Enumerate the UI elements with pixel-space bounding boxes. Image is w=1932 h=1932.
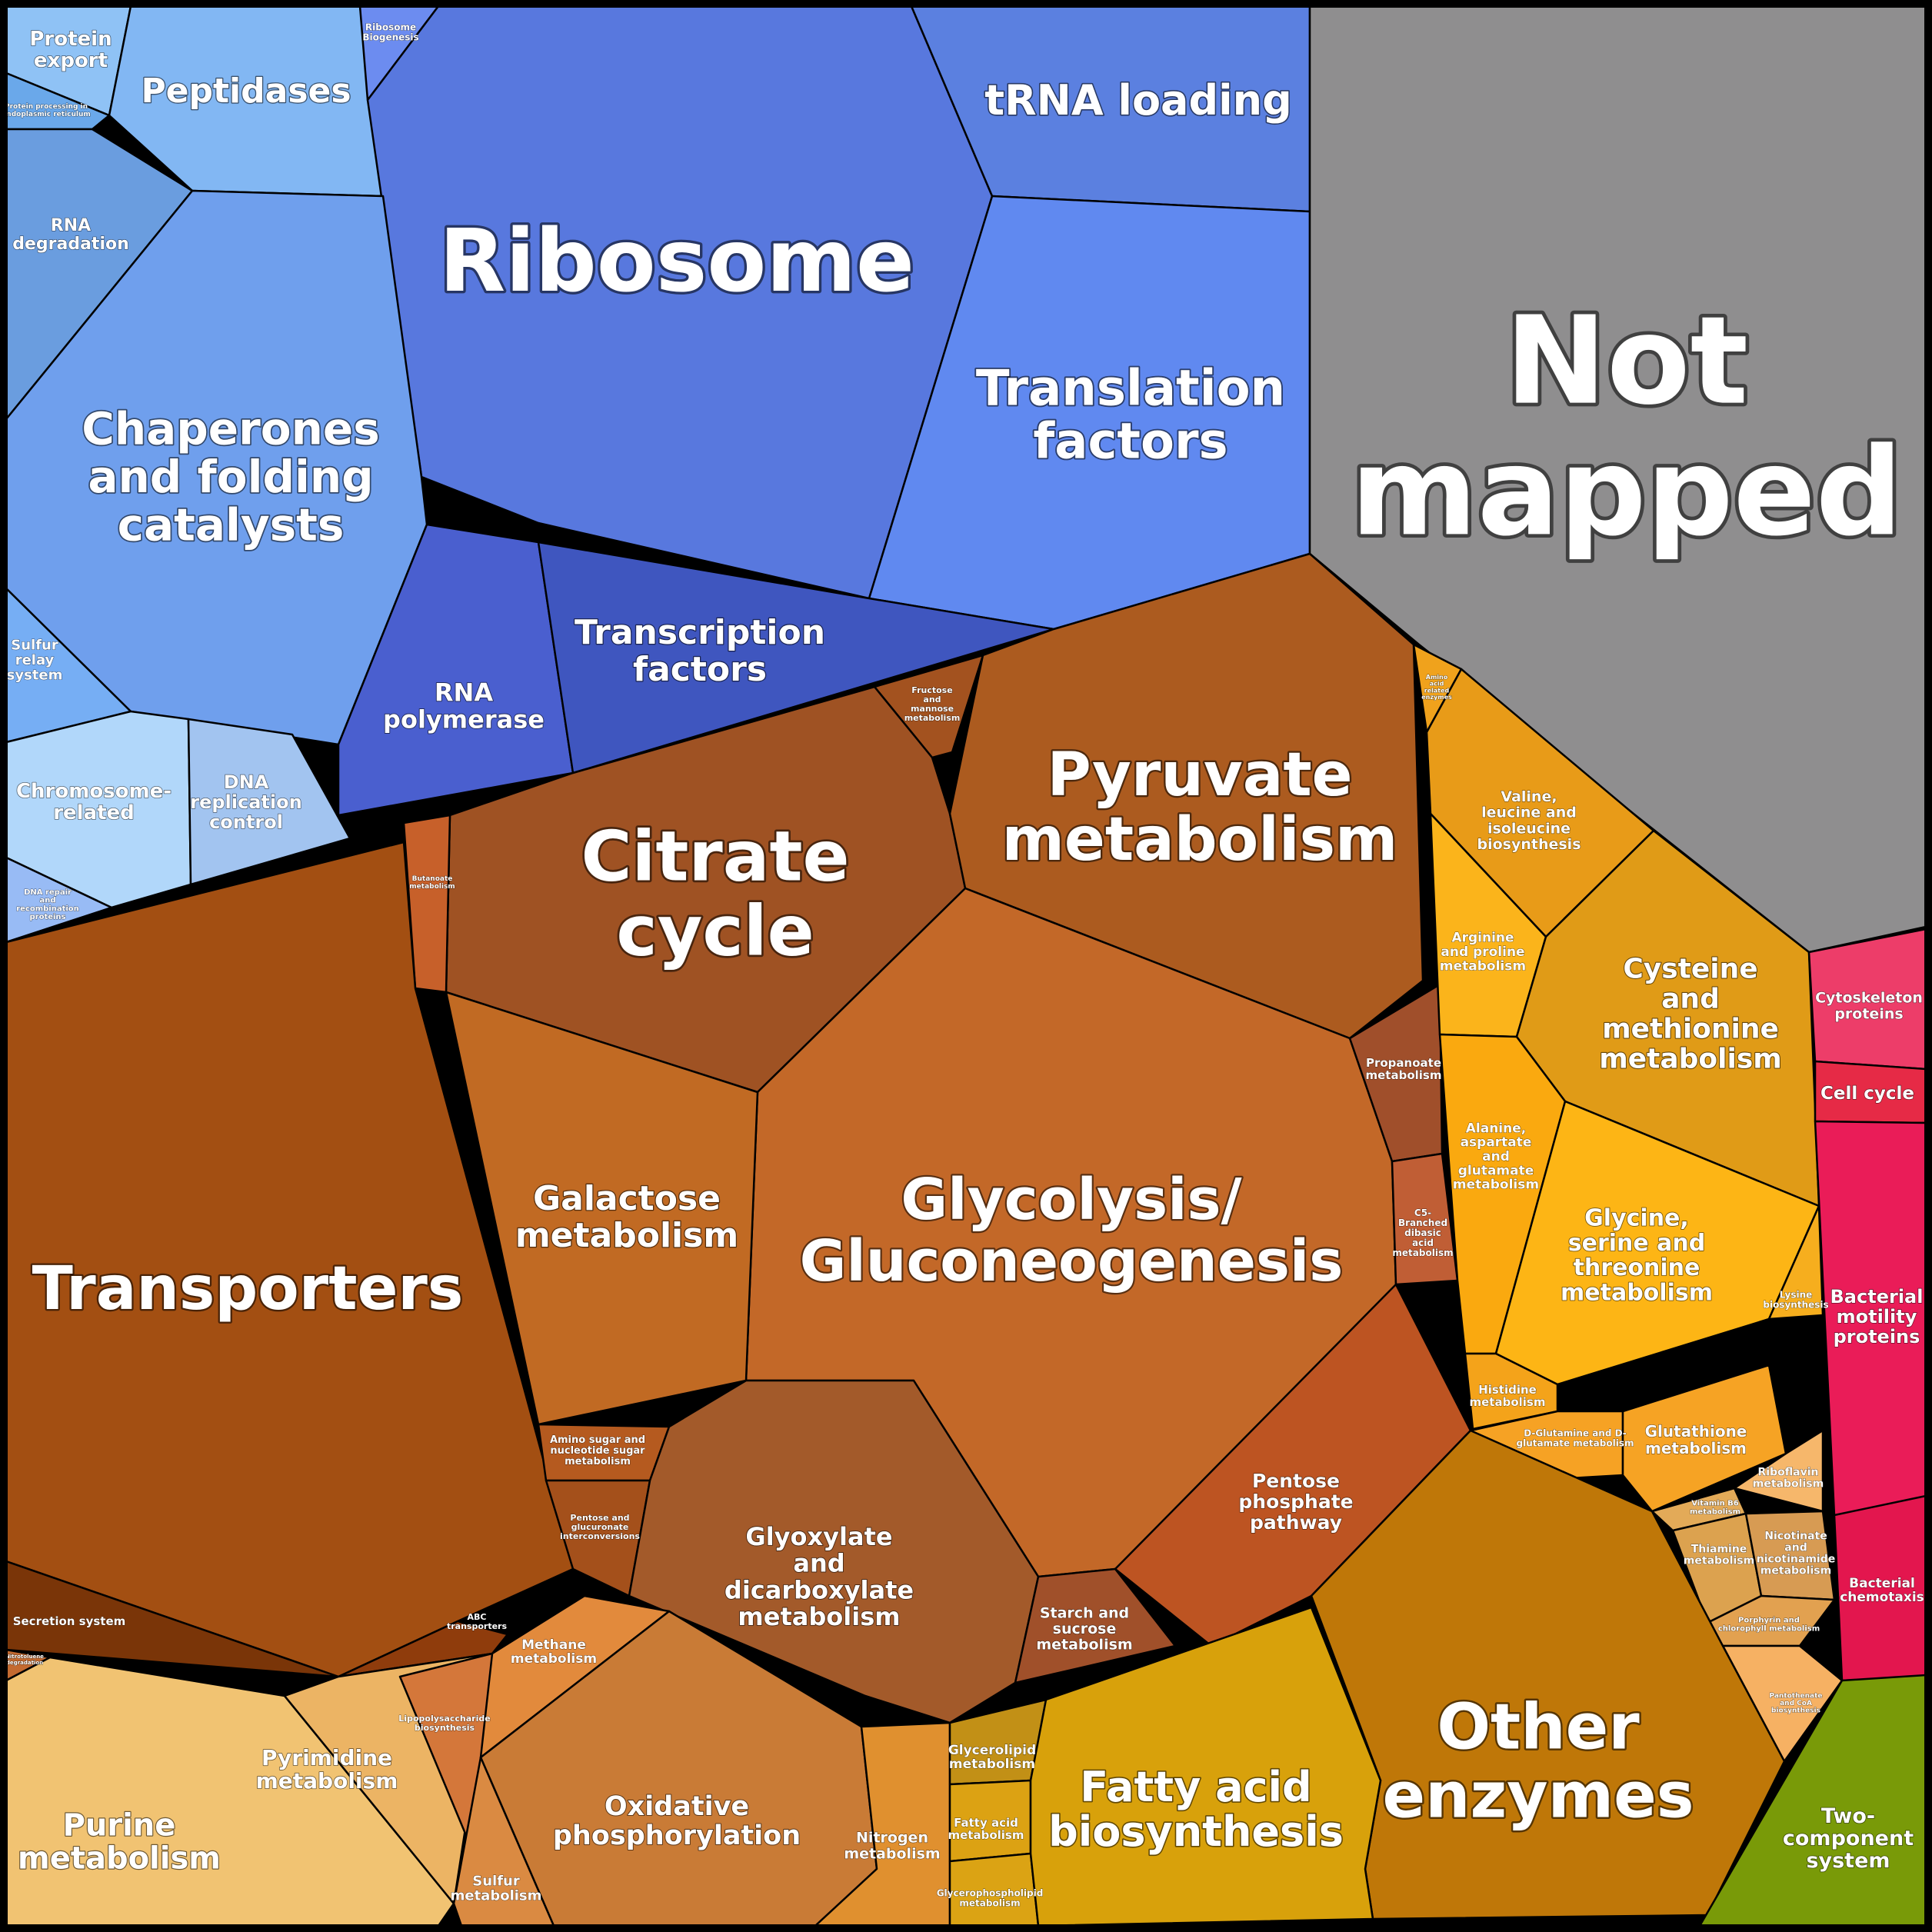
label-pyrimidine-metabolism: Pyrimidine metabolism — [256, 1744, 398, 1793]
label-lipopolysaccharide-biosynthesis: Lipopolysaccharide biosynthesis — [398, 1714, 490, 1733]
label-nicotinate-and-nicotinamide-metabolism: Nicotinate and nicotinamide metabolism — [1757, 1530, 1836, 1577]
label-abc-transporters: ABC transporters — [447, 1612, 507, 1631]
label-glycerolipid-metabolism: Glycerolipid metabolism — [948, 1743, 1036, 1772]
label-rna-polymerase: RNA polymerase — [383, 678, 545, 734]
cell-fatty-acid-biosynthesis — [1029, 1606, 1382, 1927]
label-lysine-biosynthesis: Lysine biosynthesis — [1763, 1290, 1828, 1311]
label-purine-metabolism: Purine metabolism — [18, 1807, 221, 1876]
label-bacterial-chemotaxis: Bacterial chemotaxis — [1840, 1576, 1924, 1605]
label-histidine-metabolism: Histidine metabolism — [1470, 1383, 1546, 1409]
label-other-enzymes: Other enzymes — [1382, 1690, 1694, 1832]
label-cysteine-and-methionine-metabolism: Cysteine and methionine metabolism — [1599, 953, 1782, 1074]
label-rna-degradation: RNA degradation — [12, 216, 129, 254]
label-transcription-factors: Transcription factors — [575, 613, 825, 689]
label-nitrotoluene-degradation: Nitrotoluene degradation — [5, 1654, 44, 1666]
label-cytoskeleton-proteins: Cytoskeleton proteins — [1815, 990, 1923, 1023]
label-pantothenate-and-coa-biosynthesis: Pantothenate and CoA biosynthesis — [1769, 1692, 1822, 1714]
label-riboflavin-metabolism: Riboflavin metabolism — [1753, 1466, 1824, 1490]
label-porphyrin-and-chlorophyll-metabolism: Porphyrin and chlorophyll metabolism — [1718, 1616, 1820, 1633]
label-pentose-and-glucuronate-interconversions: Pentose and glucuronate interconversions — [560, 1513, 640, 1541]
cell-pyruvate-metabolism — [948, 552, 1424, 1040]
label-glutathione-metabolism: Glutathione metabolism — [1645, 1422, 1747, 1457]
label-citrate-cycle: Citrate cycle — [581, 816, 849, 971]
label-pyruvate-metabolism: Pyruvate metabolism — [1002, 741, 1398, 874]
label-two-component-system: Two-component system — [1783, 1804, 1914, 1872]
label-arginine-and-proline-metabolism: Arginine and proline metabolism — [1440, 931, 1526, 974]
label-oxidative-phosphorylation: Oxidative phosphorylation — [553, 1791, 801, 1851]
label-glyoxylate-and-dicarboxylate-metabolism: Glyoxylate and dicarboxylate metabolism — [724, 1522, 914, 1631]
label-propanoate-metabolism: Propanoate metabolism — [1366, 1056, 1442, 1082]
label-d-glutamine-and-d-glutamate-metabolism: D-Glutamine and D-glutamate metabolism — [1517, 1428, 1634, 1449]
label-amino-acid-related-enzymes: Amino acid related enzymes — [1421, 674, 1452, 701]
cell-glycine-serine-and-threonine-metabolism — [1494, 1100, 1820, 1386]
cell-lysine-biosynthesis — [1767, 1204, 1824, 1321]
label-not-mapped: Not mapped — [1351, 291, 1903, 564]
label-transporters: Transporters — [32, 1254, 464, 1324]
label-protein-export: Protein export — [29, 28, 112, 72]
label-glycolysis-gluconeogenesis: Glycolysis/Gluconeogenesis — [800, 1167, 1344, 1294]
label-trna-loading: tRNA loading — [984, 76, 1292, 125]
cell-dna-replication-control — [187, 718, 351, 886]
label-cell-cycle: Cell cycle — [1820, 1084, 1914, 1104]
label-nitrogen-metabolism: Nitrogen metabolism — [844, 1830, 940, 1863]
label-ribosome-biogenesis: Ribosome Biogenesis — [362, 22, 418, 43]
label-glycerophospholipid-metabolism: Glycerophospholipid metabolism — [937, 1888, 1044, 1909]
label-starch-and-sucrose-metabolism: Starch and sucrose metabolism — [1036, 1604, 1132, 1653]
label-valine-leucine-and-isoleucine-biosynthesis: Valine, leucine and isoleucine biosynthesis — [1477, 788, 1581, 853]
label-butanoate-metabolism: Butanoate metabolism — [409, 875, 455, 891]
label-ribosome: Ribosome — [439, 212, 914, 311]
label-bacterial-motility-proteins: Bacterial motility proteins — [1830, 1286, 1924, 1347]
label-pentose-phosphate-pathway: Pentose phosphate pathway — [1238, 1470, 1353, 1534]
label-secretion-system: Secretion system — [13, 1614, 126, 1628]
label-sulfur-metabolism: Sulfur metabolism — [451, 1873, 542, 1904]
label-galactose-metabolism: Galactose metabolism — [515, 1179, 738, 1255]
label-c5-branched-dibasic-acid-metabolism: C5-Branched dibasic acid metabolism — [1392, 1208, 1453, 1258]
cell-starch-and-sucrose-metabolism — [1014, 1567, 1177, 1684]
label-chaperones-and-folding-catalysts: Chaperones and folding catalysts — [82, 402, 379, 551]
label-vitamin-b6-metabolism: Vitamin B6 metabolism — [1690, 1499, 1740, 1516]
cell-rna-polymerase — [337, 523, 575, 817]
label-peptidases: Peptidases — [141, 72, 351, 111]
cell-histidine-metabolism — [1464, 1352, 1559, 1431]
cell-glyoxylate-and-dicarboxylate-metabolism — [628, 1379, 1040, 1724]
label-dna-replication-control: DNA replication control — [190, 771, 301, 833]
label-dna-repair-and-recombination-proteins: DNA repair and recombination proteins — [16, 888, 79, 921]
label-chromosome-related: Chromosome-related — [16, 780, 172, 824]
label-fructose-and-mannose-metabolism: Fructose and mannose metabolism — [904, 685, 961, 723]
label-alanine-aspartate-and-glutamate-metabolism: Alanine, aspartate and glutamate metabolism — [1453, 1121, 1539, 1192]
label-thiamine-metabolism: Thiamine metabolism — [1684, 1543, 1754, 1567]
cell-glutathione-metabolism — [1621, 1364, 1787, 1513]
label-fatty-acid-metabolism: Fatty acid metabolism — [948, 1816, 1024, 1842]
label-sulfur-relay-system: Sulfur relay system — [7, 637, 63, 683]
label-translation-factors: Translation factors — [976, 360, 1285, 470]
label-glycine-serine-and-threonine-metabolism: Glycine, serine and threonine metabolism — [1561, 1204, 1713, 1306]
label-fatty-acid-biosynthesis: Fatty acid biosynthesis — [1048, 1762, 1344, 1855]
label-amino-sugar-and-nucleotide-sugar-metabolism: Amino sugar and nucleotide sugar metabolis… — [550, 1434, 645, 1467]
label-protein-processing-in-endoplasmic-reticulum: Protein processing in endoplasmic reticul… — [2, 103, 91, 118]
label-methane-metabolism: Methane metabolism — [511, 1637, 597, 1667]
